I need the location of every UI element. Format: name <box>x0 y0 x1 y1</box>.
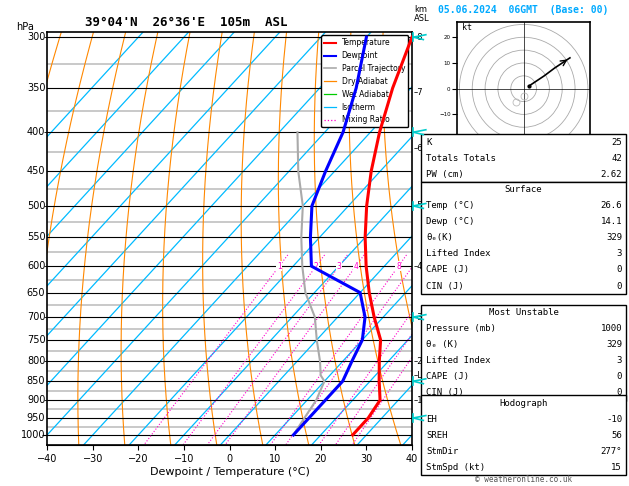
Text: CIN (J): CIN (J) <box>426 281 464 291</box>
Text: CIN (J): CIN (J) <box>426 388 464 398</box>
Text: 650: 650 <box>27 288 45 297</box>
Text: Hodograph: Hodograph <box>499 399 548 408</box>
Text: 3: 3 <box>337 261 342 271</box>
Text: 0: 0 <box>616 372 622 382</box>
Text: Pressure (mb): Pressure (mb) <box>426 324 496 333</box>
Text: -10: -10 <box>606 415 622 424</box>
Text: 05.06.2024  06GMT  (Base: 00): 05.06.2024 06GMT (Base: 00) <box>438 5 609 15</box>
Text: 400: 400 <box>27 127 45 137</box>
Text: –4: –4 <box>414 261 423 271</box>
Text: 26.6: 26.6 <box>601 201 622 210</box>
Text: 0: 0 <box>616 281 622 291</box>
Text: Lifted Index: Lifted Index <box>426 249 491 259</box>
Text: θₑ(K): θₑ(K) <box>426 233 454 243</box>
Text: –8: –8 <box>414 33 423 42</box>
Text: Surface: Surface <box>505 185 542 194</box>
Text: 4: 4 <box>353 261 359 271</box>
Text: –LCL: –LCL <box>414 371 433 380</box>
Title: 39°04'N  26°36'E  105m  ASL: 39°04'N 26°36'E 105m ASL <box>84 16 287 29</box>
Text: 2: 2 <box>314 261 318 271</box>
Text: StmDir: StmDir <box>426 447 459 456</box>
Text: 25: 25 <box>611 138 622 147</box>
Text: hPa: hPa <box>16 21 34 32</box>
Text: Temp (°C): Temp (°C) <box>426 201 475 210</box>
Text: –7: –7 <box>414 88 423 97</box>
Text: Mixing Ratio (g/kg): Mixing Ratio (g/kg) <box>428 198 437 278</box>
Text: 3: 3 <box>616 356 622 365</box>
Text: 1000: 1000 <box>21 430 45 440</box>
Text: 1000: 1000 <box>601 324 622 333</box>
Text: PW (cm): PW (cm) <box>426 170 464 179</box>
Text: –6: –6 <box>414 144 423 153</box>
Text: EH: EH <box>426 415 437 424</box>
Text: CAPE (J): CAPE (J) <box>426 265 469 275</box>
Text: Most Unstable: Most Unstable <box>489 308 559 317</box>
Text: –1: –1 <box>414 396 423 405</box>
Text: StmSpd (kt): StmSpd (kt) <box>426 463 486 472</box>
Text: 700: 700 <box>27 312 45 322</box>
Text: Dewp (°C): Dewp (°C) <box>426 217 475 226</box>
Text: 3: 3 <box>616 249 622 259</box>
Text: Totals Totals: Totals Totals <box>426 154 496 163</box>
Text: 300: 300 <box>27 32 45 42</box>
Text: 950: 950 <box>27 413 45 423</box>
Text: 450: 450 <box>27 166 45 176</box>
Text: 56: 56 <box>611 431 622 440</box>
Text: 42: 42 <box>611 154 622 163</box>
Text: θₑ (K): θₑ (K) <box>426 340 459 349</box>
Text: SREH: SREH <box>426 431 448 440</box>
Text: 277°: 277° <box>601 447 622 456</box>
Text: –2: –2 <box>414 357 423 365</box>
Text: km
ASL: km ASL <box>414 5 430 23</box>
Text: 550: 550 <box>26 232 45 243</box>
Text: 800: 800 <box>27 356 45 366</box>
Legend: Temperature, Dewpoint, Parcel Trajectory, Dry Adiabat, Wet Adiabat, Isotherm, Mi: Temperature, Dewpoint, Parcel Trajectory… <box>321 35 408 127</box>
Text: 8: 8 <box>396 261 401 271</box>
Text: © weatheronline.co.uk: © weatheronline.co.uk <box>475 474 572 484</box>
Text: 0: 0 <box>616 388 622 398</box>
Text: 14.1: 14.1 <box>601 217 622 226</box>
Text: 2.62: 2.62 <box>601 170 622 179</box>
Text: 329: 329 <box>606 340 622 349</box>
X-axis label: Dewpoint / Temperature (°C): Dewpoint / Temperature (°C) <box>150 467 309 477</box>
Text: K: K <box>426 138 432 147</box>
Text: –3: –3 <box>414 312 423 322</box>
Text: 750: 750 <box>26 335 45 345</box>
Text: Lifted Index: Lifted Index <box>426 356 491 365</box>
Text: kt: kt <box>462 22 472 32</box>
Text: 350: 350 <box>27 83 45 93</box>
Text: 900: 900 <box>27 395 45 405</box>
Text: 329: 329 <box>606 233 622 243</box>
Text: 15: 15 <box>611 463 622 472</box>
Text: 600: 600 <box>27 261 45 271</box>
Text: CAPE (J): CAPE (J) <box>426 372 469 382</box>
Text: 500: 500 <box>27 201 45 211</box>
Text: –5: –5 <box>414 201 423 210</box>
Text: 1: 1 <box>277 261 282 271</box>
Text: 0: 0 <box>616 265 622 275</box>
Text: 850: 850 <box>27 376 45 386</box>
